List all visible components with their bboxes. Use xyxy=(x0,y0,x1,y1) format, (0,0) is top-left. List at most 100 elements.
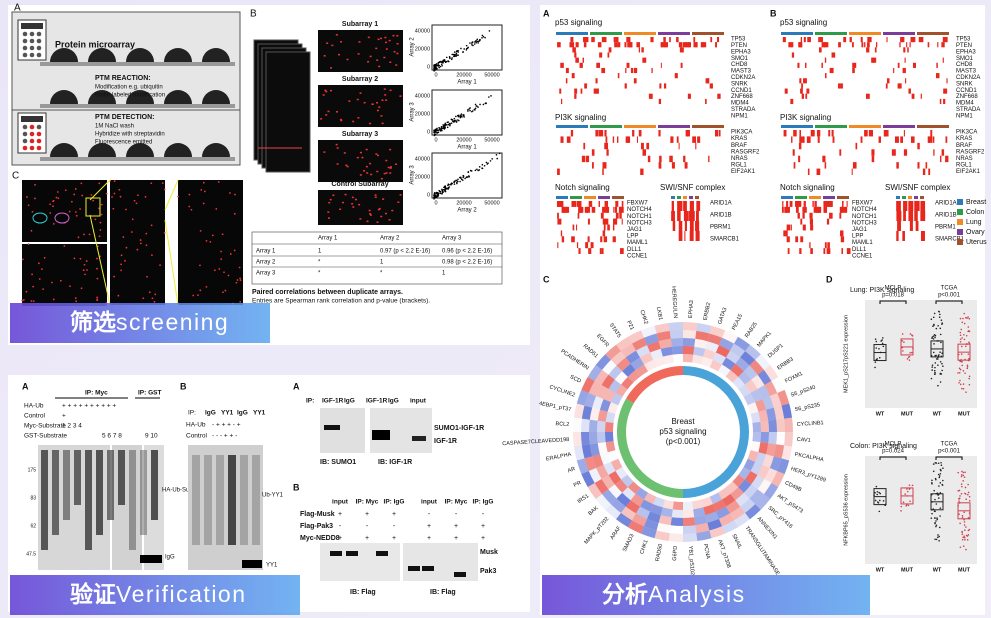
heat-cell xyxy=(588,248,592,254)
heat-cell xyxy=(789,201,793,207)
heat-cell xyxy=(758,409,769,422)
label: SWI/SNF complex xyxy=(885,183,950,192)
jitter xyxy=(881,342,884,345)
label: SCD xyxy=(569,374,582,385)
point xyxy=(450,183,452,186)
jitter xyxy=(906,490,909,493)
surface xyxy=(40,157,235,161)
label: Breast xyxy=(671,417,695,426)
spot xyxy=(142,297,145,300)
cohort-bar xyxy=(883,32,915,35)
heat-cell xyxy=(602,489,617,505)
heat-cell xyxy=(589,419,598,432)
label: WT xyxy=(876,567,885,573)
heat-cell xyxy=(640,352,654,365)
heat-cell xyxy=(622,487,636,501)
label: Array 3 xyxy=(410,102,416,122)
spot xyxy=(336,147,339,149)
jitter xyxy=(938,475,941,477)
spot xyxy=(357,117,360,119)
heat-cell xyxy=(579,201,582,207)
heat-cell xyxy=(738,371,752,385)
spot xyxy=(363,170,366,172)
spot xyxy=(81,194,84,197)
jitter xyxy=(961,337,963,339)
heat-cell xyxy=(658,338,672,349)
bead xyxy=(202,143,230,157)
label: Notch signaling xyxy=(555,183,610,192)
label: HA-Ub xyxy=(186,422,206,429)
jitter xyxy=(961,345,963,348)
point xyxy=(476,40,479,43)
heat-cell xyxy=(643,518,659,531)
table xyxy=(251,231,503,285)
point xyxy=(440,63,443,66)
label: + xyxy=(481,523,485,530)
heat-cell xyxy=(840,230,844,237)
jitter xyxy=(960,353,963,355)
jitter xyxy=(965,548,967,551)
heat-cell xyxy=(829,212,833,219)
jitter xyxy=(931,366,934,368)
heat-cell xyxy=(628,520,644,534)
heat-cell xyxy=(626,37,630,43)
spot xyxy=(389,172,392,174)
heat-cell xyxy=(601,67,606,74)
chip-spot xyxy=(29,52,35,58)
label: PTM REACTION: xyxy=(95,75,151,82)
spot xyxy=(136,248,139,251)
bead xyxy=(164,143,192,157)
heat-cell xyxy=(672,501,683,510)
chip-spot xyxy=(29,124,35,130)
jitter xyxy=(935,520,937,522)
spot xyxy=(223,271,225,274)
heat-cell xyxy=(849,37,852,43)
label: PIK3CA xyxy=(731,130,752,136)
spot xyxy=(375,153,378,155)
jitter xyxy=(940,341,942,344)
spot xyxy=(327,217,330,219)
heat-cell xyxy=(604,218,609,225)
blot xyxy=(403,543,478,581)
label: BAK xyxy=(587,505,599,517)
spot xyxy=(365,148,368,151)
heat-cell xyxy=(621,376,634,390)
label: B xyxy=(293,482,300,492)
label: PTEN xyxy=(731,43,747,49)
jitter xyxy=(931,369,933,371)
heat-cell xyxy=(718,513,734,527)
spot xyxy=(63,245,66,247)
label: - - - + + - xyxy=(212,433,237,440)
heat-cell xyxy=(601,374,615,389)
point xyxy=(434,131,437,133)
banner-word: Analysis xyxy=(648,581,746,607)
heat-cell xyxy=(671,509,683,518)
cohort-bar xyxy=(849,32,881,35)
point xyxy=(489,160,492,162)
jitter xyxy=(908,484,911,486)
label: IP: xyxy=(188,410,196,417)
spot xyxy=(202,202,205,205)
heat-cell xyxy=(570,37,574,43)
label: 175 xyxy=(28,467,37,473)
label: Colon: PI3K signaling xyxy=(850,443,917,450)
heat-cell xyxy=(640,142,644,150)
jitter xyxy=(964,536,966,539)
heat-cell xyxy=(695,231,699,241)
heat-cell xyxy=(902,67,906,74)
point xyxy=(433,69,435,72)
heat-cell xyxy=(732,376,745,390)
banner-bold: 验证 xyxy=(70,581,116,607)
heat-cell xyxy=(732,474,745,488)
heat-cell xyxy=(786,206,788,213)
heat-cell xyxy=(894,136,899,143)
heat-cell xyxy=(707,333,723,346)
heat-cell xyxy=(664,42,666,48)
spot xyxy=(118,188,121,191)
heat-cell xyxy=(678,201,683,211)
label: 20000 xyxy=(456,72,471,78)
heat-cell xyxy=(640,325,657,338)
spot xyxy=(131,218,134,221)
jitter xyxy=(939,468,942,471)
